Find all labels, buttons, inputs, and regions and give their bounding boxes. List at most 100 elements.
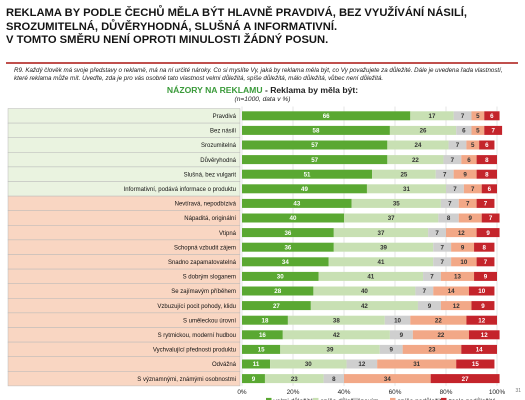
bar-segment bbox=[389, 330, 413, 340]
data-label: 23 bbox=[291, 376, 298, 383]
data-label: 9 bbox=[481, 303, 485, 310]
bar-segment bbox=[471, 111, 485, 121]
category-label: S významnými, známými osobnostmi bbox=[137, 377, 236, 383]
legend-label: spíše nedůležitá bbox=[398, 397, 446, 400]
bar-segment bbox=[344, 213, 439, 223]
x-tick-label: 100% bbox=[489, 389, 506, 396]
data-label: 14 bbox=[476, 347, 483, 354]
category-label-box bbox=[7, 225, 241, 241]
bar-segment bbox=[461, 155, 477, 165]
data-label: 9 bbox=[252, 376, 256, 383]
page-title: REKLAMA BY PODLE ČECHŮ MĚLA BÝT HLAVNĚ P… bbox=[6, 7, 518, 48]
bar-segment bbox=[458, 213, 482, 223]
bar-segment bbox=[351, 198, 441, 208]
bar-segment bbox=[242, 111, 411, 121]
bar-segment bbox=[410, 111, 454, 121]
data-label: 22 bbox=[412, 157, 419, 164]
bar-segment bbox=[242, 315, 288, 325]
data-label: 28 bbox=[274, 288, 281, 295]
x-tick-label: 40% bbox=[338, 389, 351, 396]
category-label: Se zajímavým příběhem bbox=[171, 289, 236, 295]
bar-segment bbox=[453, 169, 477, 179]
data-label: 27 bbox=[462, 376, 469, 383]
data-label: 24 bbox=[415, 142, 422, 149]
data-label: 6 bbox=[490, 113, 494, 120]
bar-segment bbox=[242, 169, 373, 179]
x-tick-label: 20% bbox=[287, 389, 300, 396]
data-label: 7 bbox=[430, 274, 434, 281]
bar-segment bbox=[474, 271, 497, 281]
bar-segment bbox=[479, 140, 495, 150]
data-label: 25 bbox=[400, 171, 407, 178]
data-label: 58 bbox=[313, 128, 320, 135]
data-label: 9 bbox=[463, 171, 467, 178]
category-label: Bez násilí bbox=[210, 129, 236, 135]
bar-segment bbox=[313, 286, 416, 296]
data-label: 49 bbox=[301, 186, 308, 193]
bar-segment bbox=[346, 359, 378, 369]
data-label: 57 bbox=[311, 142, 318, 149]
category-label-box bbox=[7, 371, 241, 387]
sample-note: (n=1000, data v %) bbox=[234, 96, 291, 103]
category-label: Pravdivá bbox=[213, 114, 237, 120]
data-label: 12 bbox=[481, 332, 488, 339]
bar-segment bbox=[446, 228, 477, 238]
bar-segment bbox=[451, 242, 475, 252]
data-label: 9 bbox=[461, 244, 465, 251]
bar-segment bbox=[463, 184, 482, 194]
data-label: 8 bbox=[332, 376, 336, 383]
category-label-box bbox=[7, 108, 241, 124]
data-label: 9 bbox=[484, 274, 488, 281]
category-label: Informativní, podává informace o produkt… bbox=[124, 187, 236, 193]
data-label: 7 bbox=[461, 113, 465, 120]
data-label: 34 bbox=[384, 376, 391, 383]
bar-segment bbox=[433, 286, 469, 296]
legend-swatch bbox=[313, 397, 319, 400]
data-label: 8 bbox=[483, 244, 487, 251]
data-label: 13 bbox=[454, 274, 461, 281]
data-label: 66 bbox=[323, 113, 330, 120]
data-label: 37 bbox=[378, 230, 385, 237]
data-label: 10 bbox=[460, 259, 467, 266]
bar-segment bbox=[428, 228, 446, 238]
bar-segment bbox=[423, 271, 441, 281]
data-label: 6 bbox=[462, 128, 466, 135]
bar-segment bbox=[264, 374, 324, 384]
bar-segment bbox=[379, 344, 403, 354]
data-label: 7 bbox=[491, 128, 495, 135]
bar-segment bbox=[242, 140, 388, 150]
data-label: 40 bbox=[361, 288, 368, 295]
data-label: 31 bbox=[413, 361, 420, 368]
data-label: 43 bbox=[293, 201, 300, 208]
bar-segment bbox=[402, 344, 462, 354]
x-tick-label: 0% bbox=[237, 389, 247, 396]
bar-segment bbox=[430, 374, 500, 384]
category-label: Vtipná bbox=[219, 231, 237, 237]
data-label: 9 bbox=[389, 347, 393, 354]
bar-segment bbox=[242, 359, 271, 369]
data-label: 30 bbox=[305, 361, 312, 368]
data-label: 23 bbox=[429, 347, 436, 354]
data-label: 22 bbox=[437, 332, 444, 339]
data-label: 5 bbox=[476, 128, 480, 135]
bar-segment bbox=[242, 198, 352, 208]
category-label: Nevtíravá, nepodbízivá bbox=[175, 202, 237, 208]
bar-segment bbox=[466, 140, 480, 150]
data-label: 6 bbox=[467, 157, 471, 164]
bar-segment bbox=[476, 155, 497, 165]
data-label: 41 bbox=[378, 259, 385, 266]
data-label: 42 bbox=[361, 303, 368, 310]
data-label: 7 bbox=[471, 186, 475, 193]
data-label: 39 bbox=[380, 244, 387, 251]
bar-segment bbox=[282, 330, 390, 340]
data-label: 17 bbox=[429, 113, 436, 120]
bar-segment bbox=[323, 374, 344, 384]
category-label: Důvěryhodná bbox=[200, 157, 236, 164]
bar-segment bbox=[242, 184, 367, 194]
bar-segment bbox=[333, 242, 434, 252]
data-label: 37 bbox=[388, 215, 395, 222]
data-label: 34 bbox=[282, 259, 289, 266]
bar-segment bbox=[270, 359, 347, 369]
bar-segment bbox=[476, 257, 495, 267]
data-label: 7 bbox=[484, 201, 488, 208]
